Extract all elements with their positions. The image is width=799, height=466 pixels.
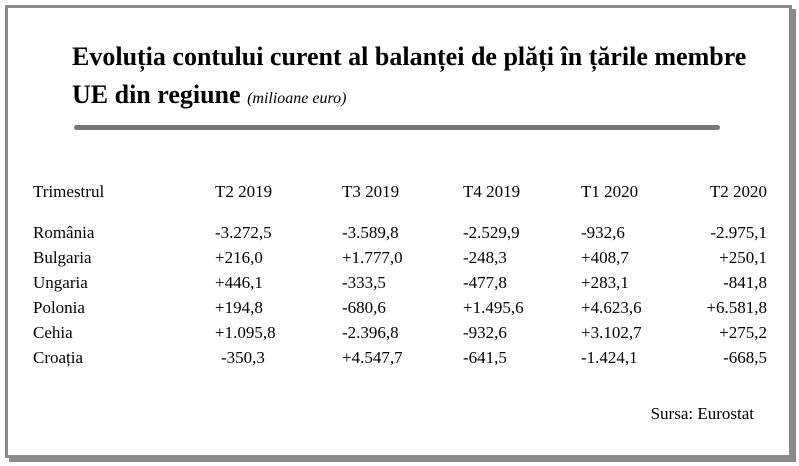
value-cell: +4.547,7	[342, 347, 403, 367]
value-cell: -2.396,8	[342, 322, 399, 342]
source-note: Sursa: Eurostat	[650, 404, 754, 423]
country-cell: Cehia	[33, 322, 73, 342]
table-row: Bulgaria +216,0 +1.777,0 -248,3 +408,7 +…	[33, 245, 767, 270]
value-cell: -2.529,9	[463, 222, 520, 242]
value-cell: -350,3	[221, 347, 265, 367]
value-cell: +1.495,6	[463, 297, 524, 317]
table-row: România -3.272,5 -3.589,8 -2.529,9 -932,…	[33, 220, 767, 245]
column-header: T2 2019	[215, 182, 273, 201]
header-row: Trimestrul T2 2019 T3 2019 T4 2019 T1 20…	[33, 178, 767, 206]
value-cell: -248,3	[463, 247, 507, 267]
value-cell: -1.424,1	[581, 347, 638, 367]
column-header: T1 2020	[581, 182, 639, 201]
value-cell: +194,8	[215, 297, 263, 317]
table-frame	[5, 5, 792, 458]
column-header: T4 2019	[463, 182, 521, 201]
value-cell: -477,8	[463, 272, 507, 292]
table-row: Croația -350,3 +4.547,7 -641,5 -1.424,1 …	[33, 345, 767, 370]
column-header: T3 2019	[342, 182, 400, 201]
value-cell: -3.272,5	[215, 222, 272, 242]
value-cell: +1.095,8	[215, 322, 276, 342]
country-cell: Polonia	[33, 297, 85, 317]
data-table: Trimestrul T2 2019 T3 2019 T4 2019 T1 20…	[33, 178, 767, 370]
value-cell: +3.102,7	[581, 322, 642, 342]
value-cell: -333,5	[342, 272, 386, 292]
value-cell: -932,6	[463, 322, 507, 342]
value-cell: -3.589,8	[342, 222, 399, 242]
title-text: Evoluția contului curent al balanței de …	[72, 42, 747, 109]
column-header: Trimestrul	[33, 182, 105, 201]
value-cell: -680,6	[342, 297, 386, 317]
value-cell: +408,7	[581, 247, 629, 267]
value-cell: -641,5	[463, 347, 507, 367]
country-cell: Bulgaria	[33, 247, 92, 267]
value-cell: +446,1	[215, 272, 263, 292]
spacer-row	[33, 206, 767, 220]
value-cell: -668,5	[723, 347, 767, 367]
column-header: T2 2020	[709, 182, 767, 201]
value-cell: +4.623,6	[581, 297, 642, 317]
value-cell: +216,0	[215, 247, 263, 267]
page-title: Evoluția contului curent al balanței de …	[72, 38, 752, 118]
country-cell: Ungaria	[33, 272, 88, 292]
title-divider	[74, 125, 720, 130]
country-cell: Croația	[33, 347, 84, 367]
value-cell: +6.581,8	[706, 297, 767, 317]
country-cell: România	[33, 222, 95, 242]
value-cell: +1.777,0	[342, 247, 403, 267]
value-cell: -2.975,1	[710, 222, 767, 242]
table-row: Polonia +194,8 -680,6 +1.495,6 +4.623,6 …	[33, 295, 767, 320]
table-row: Cehia +1.095,8 -2.396,8 -932,6 +3.102,7 …	[33, 320, 767, 345]
value-cell: -932,6	[581, 222, 625, 242]
title-unit: (milioane euro)	[247, 90, 347, 107]
value-cell: +283,1	[581, 272, 629, 292]
value-cell: +250,1	[719, 247, 767, 267]
value-cell: +275,2	[719, 322, 767, 342]
value-cell: -841,8	[723, 272, 767, 292]
table-row: Ungaria +446,1 -333,5 -477,8 +283,1 -841…	[33, 270, 767, 295]
